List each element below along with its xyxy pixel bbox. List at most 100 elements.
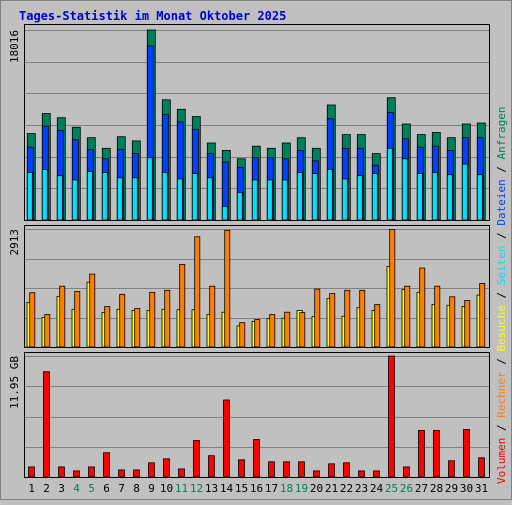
bar-seiten-day-29 xyxy=(446,174,453,221)
bar-seiten-day-20 xyxy=(311,173,318,221)
bar-seiten-day-6 xyxy=(101,172,108,221)
bar-volumen-day-7 xyxy=(118,469,125,478)
bar-rechner-day-27 xyxy=(419,267,426,348)
x-tick-label-day-9: 9 xyxy=(148,482,155,495)
y-max-tick-label: 2913 xyxy=(8,229,21,256)
bar-seiten-day-21 xyxy=(326,168,333,221)
x-tick-label-day-3: 3 xyxy=(58,482,65,495)
bar-rechner-day-7 xyxy=(119,293,126,348)
bar-seiten-day-7 xyxy=(116,177,123,221)
legend-separator: / xyxy=(495,418,508,438)
bar-seiten-day-10 xyxy=(161,172,168,221)
bar-rechner-day-24 xyxy=(374,304,381,348)
bar-volumen-day-26 xyxy=(403,466,410,478)
bar-volumen-day-21 xyxy=(328,463,335,478)
x-tick-label-day-6: 6 xyxy=(103,482,110,495)
bar-rechner-day-16 xyxy=(254,319,261,348)
bar-rechner-day-8 xyxy=(134,308,141,348)
bar-seiten-day-31 xyxy=(476,174,483,221)
x-tick-label-day-24: 24 xyxy=(370,482,384,495)
x-tick-label-day-2: 2 xyxy=(43,482,50,495)
bar-volumen-day-31 xyxy=(478,457,485,478)
bar-seiten-day-1 xyxy=(26,172,33,221)
bar-rechner-day-28 xyxy=(434,285,441,348)
x-tick-label-day-26: 26 xyxy=(400,482,413,495)
bar-rechner-day-20 xyxy=(314,288,321,348)
bar-volumen-day-17 xyxy=(268,461,275,478)
bar-seiten-day-24 xyxy=(371,173,378,221)
bar-volumen-day-12 xyxy=(193,440,200,478)
x-tick-label-day-23: 23 xyxy=(355,482,368,495)
bar-rechner-day-19 xyxy=(299,312,306,348)
bar-volumen-day-19 xyxy=(298,461,305,478)
bar-seiten-day-19 xyxy=(296,172,303,221)
bar-volumen-day-25 xyxy=(388,355,395,478)
bar-volumen-day-23 xyxy=(358,470,365,478)
bar-volumen-day-11 xyxy=(178,468,185,478)
bar-rechner-day-5 xyxy=(89,273,96,348)
bar-seiten-day-23 xyxy=(356,175,363,221)
x-tick-label-day-17: 17 xyxy=(265,482,278,495)
bar-seiten-day-8 xyxy=(131,177,138,221)
bar-rechner-day-29 xyxy=(449,296,456,348)
legend-separator: / xyxy=(495,352,508,372)
chart-title: Tages-Statistik im Monat Oktober 2025 xyxy=(19,9,286,23)
bar-rechner-day-2 xyxy=(44,314,51,348)
chart-panel-2: 2913 xyxy=(8,225,490,348)
bar-volumen-day-14 xyxy=(223,399,230,478)
bar-volumen-day-5 xyxy=(88,466,95,478)
x-tick-label-day-13: 13 xyxy=(205,482,218,495)
bar-seiten-day-9 xyxy=(146,157,153,221)
x-tick-label-day-18: 18 xyxy=(280,482,293,495)
bar-volumen-day-1 xyxy=(28,466,35,478)
legend-text: Volumen / Rechner / Besuche / Seiten / D… xyxy=(495,106,508,484)
x-tick-label-day-28: 28 xyxy=(430,482,443,495)
bar-volumen-day-6 xyxy=(103,452,110,478)
bar-rechner-day-17 xyxy=(269,314,276,348)
legend-seiten: Seiten xyxy=(495,246,508,286)
bar-volumen-day-3 xyxy=(58,466,65,478)
bar-rechner-day-25 xyxy=(389,229,396,348)
bar-rechner-day-13 xyxy=(209,285,216,348)
bar-seiten-day-11 xyxy=(176,178,183,221)
bar-seiten-day-26 xyxy=(401,158,408,221)
bar-rechner-day-6 xyxy=(104,306,111,348)
bar-volumen-day-27 xyxy=(418,429,425,478)
legend-anfragen: Anfragen xyxy=(495,106,508,159)
x-tick-label-day-8: 8 xyxy=(133,482,140,495)
x-tick-label-day-16: 16 xyxy=(250,482,263,495)
y-max-tick-label: 18016 xyxy=(8,30,21,63)
bar-volumen-day-13 xyxy=(208,455,215,478)
legend-dateien: Dateien xyxy=(495,179,508,225)
bar-seiten-day-27 xyxy=(416,173,423,221)
x-tick-label-day-30: 30 xyxy=(460,482,473,495)
bar-rechner-day-18 xyxy=(284,311,291,348)
x-tick-label-day-5: 5 xyxy=(88,482,95,495)
legend-separator: / xyxy=(495,159,508,179)
bar-rechner-day-12 xyxy=(194,236,201,348)
bar-seiten-day-16 xyxy=(251,179,258,221)
x-tick-label-day-1: 1 xyxy=(28,482,35,495)
bar-rechner-day-23 xyxy=(359,289,366,348)
x-tick-label-day-21: 21 xyxy=(325,482,338,495)
bar-seiten-day-5 xyxy=(86,171,93,221)
bar-rechner-day-22 xyxy=(344,289,351,348)
bar-volumen-day-10 xyxy=(163,458,170,478)
bar-rechner-day-9 xyxy=(149,291,156,348)
x-tick-label-day-15: 15 xyxy=(235,482,248,495)
bar-volumen-day-16 xyxy=(253,439,260,478)
bar-rechner-day-11 xyxy=(179,263,186,348)
bar-rechner-day-15 xyxy=(239,322,246,348)
x-tick-label-day-25: 25 xyxy=(385,482,398,495)
bar-volumen-day-28 xyxy=(433,429,440,478)
chart-panels: 18016 2913 11.95 GB xyxy=(8,24,490,478)
bar-seiten-day-18 xyxy=(281,179,288,221)
x-tick-label-day-14: 14 xyxy=(220,482,234,495)
bar-rechner-day-4 xyxy=(74,291,81,348)
bar-volumen-day-8 xyxy=(133,469,140,478)
x-tick-label-day-7: 7 xyxy=(118,482,125,495)
legend-separator: / xyxy=(495,226,508,246)
x-tick-label-day-4: 4 xyxy=(73,482,80,495)
bar-seiten-day-3 xyxy=(56,175,63,221)
